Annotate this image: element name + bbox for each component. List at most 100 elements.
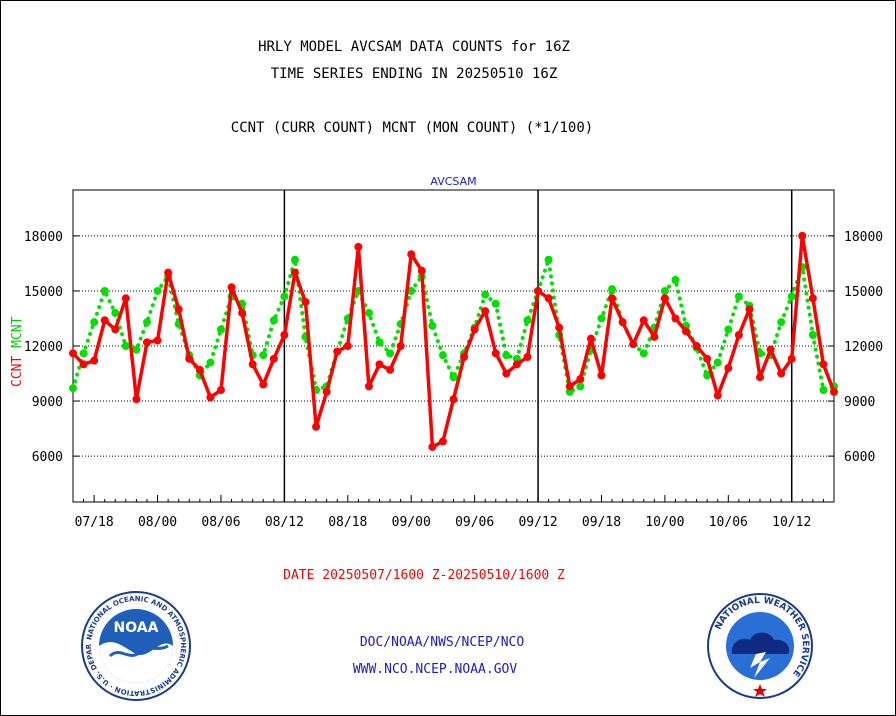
data-point-mcnt	[280, 292, 289, 301]
series-line-mcnt	[71, 257, 836, 394]
data-point-ccnt	[364, 382, 373, 391]
data-point-ccnt	[142, 338, 151, 347]
data-point-ccnt	[618, 318, 627, 327]
data-point-ccnt	[428, 442, 437, 451]
y-tick-label-right: 9000	[844, 395, 875, 410]
data-point-ccnt	[544, 294, 553, 303]
data-point-mcnt	[787, 292, 796, 301]
data-point-mcnt	[100, 286, 109, 295]
data-point-ccnt	[798, 231, 807, 240]
data-point-mcnt	[481, 290, 490, 299]
data-point-ccnt	[534, 286, 543, 295]
x-tick-label: 09/00	[392, 515, 431, 530]
data-point-ccnt	[69, 349, 77, 358]
data-point-mcnt	[523, 316, 532, 325]
data-point-ccnt	[185, 354, 194, 363]
data-point-ccnt	[703, 354, 712, 363]
org-line: DOC/NOAA/NWS/NCEP/NCO	[359, 635, 525, 650]
data-point-ccnt	[449, 395, 458, 404]
data-point-ccnt	[713, 391, 722, 400]
data-point-mcnt	[121, 342, 130, 350]
chart-subtitle: CCNT (CURR COUNT) MCNT (MON COUNT) (*1/1…	[230, 120, 594, 136]
data-point-ccnt	[629, 340, 638, 349]
data-point-mcnt	[206, 358, 215, 367]
data-point-ccnt	[808, 294, 817, 303]
data-point-ccnt	[174, 305, 183, 314]
data-point-ccnt	[216, 386, 225, 395]
data-point-mcnt	[132, 345, 141, 354]
data-point-mcnt	[438, 351, 447, 360]
y-tick-label-left: 9000	[32, 395, 63, 410]
data-point-mcnt	[216, 325, 225, 334]
website-line: WWW.NCO.NCEP.NOAA.GOV	[352, 662, 518, 677]
plot-area: AVCSAM	[72, 175, 835, 503]
data-point-ccnt	[206, 393, 215, 402]
y-axis-label-mcnt: MCNT	[10, 316, 25, 347]
date-range-label: DATE 20250507/1600 Z-20250510/1600 Z	[283, 568, 565, 583]
data-point-ccnt	[586, 334, 595, 343]
data-point-ccnt	[132, 395, 141, 404]
x-tick-label: 10/06	[709, 515, 748, 530]
data-point-ccnt	[660, 294, 669, 303]
data-point-ccnt	[375, 360, 384, 369]
data-point-mcnt	[565, 387, 574, 396]
chart-title-line-2: TIME SERIES ENDING IN 20250510 16Z	[270, 66, 558, 82]
data-point-mcnt	[90, 318, 99, 327]
data-point-ccnt	[280, 330, 289, 339]
data-point-ccnt	[523, 353, 532, 362]
data-point-ccnt	[576, 375, 585, 384]
data-point-ccnt	[407, 250, 416, 259]
data-point-ccnt	[153, 336, 162, 345]
data-point-mcnt	[79, 349, 88, 358]
data-point-mcnt	[512, 354, 521, 363]
y-tick-label-left: 6000	[32, 450, 63, 465]
data-point-ccnt	[671, 314, 680, 323]
data-point-ccnt	[565, 382, 574, 391]
data-point-ccnt	[343, 342, 352, 350]
data-point-mcnt	[111, 308, 120, 317]
data-point-mcnt	[777, 318, 786, 327]
data-point-mcnt	[407, 286, 416, 295]
data-point-mcnt	[608, 285, 617, 294]
data-point-ccnt	[238, 308, 247, 317]
svg-text:NOAA: NOAA	[114, 620, 159, 636]
x-tick-label: 10/12	[772, 515, 811, 530]
data-point-mcnt	[724, 325, 733, 334]
data-point-ccnt	[417, 266, 426, 275]
data-point-mcnt	[660, 286, 669, 295]
noaa-logo: NATIONAL OCEANIC AND ATMOSPHERIC ADMINIS…	[80, 590, 191, 701]
data-point-mcnt	[142, 318, 151, 327]
data-point-mcnt	[153, 286, 162, 295]
y-tick-label-right: 6000	[844, 450, 875, 465]
data-point-mcnt	[544, 255, 553, 264]
data-point-mcnt	[576, 382, 585, 391]
data-point-ccnt	[90, 356, 99, 365]
data-point-mcnt	[364, 308, 373, 317]
y-tick-label-left: 15000	[24, 285, 63, 300]
x-tick-label: 10/00	[645, 515, 684, 530]
y-axis-label-ccnt: CCNT	[10, 348, 25, 387]
data-point-ccnt	[756, 373, 765, 382]
y-tick-label-right: 12000	[844, 340, 883, 355]
data-point-mcnt	[597, 314, 606, 323]
series-layer	[69, 231, 838, 451]
data-point-ccnt	[354, 242, 363, 251]
data-point-mcnt	[386, 349, 395, 358]
data-point-ccnt	[322, 387, 331, 396]
data-point-ccnt	[111, 325, 120, 334]
x-tick-label: 09/06	[455, 515, 494, 530]
x-tick-label: 09/18	[582, 515, 621, 530]
data-point-ccnt	[227, 283, 236, 292]
data-point-ccnt	[692, 342, 701, 350]
data-point-ccnt	[608, 294, 617, 303]
data-point-ccnt	[259, 380, 268, 389]
data-point-mcnt	[290, 255, 299, 264]
series-line-ccnt	[71, 234, 836, 449]
data-point-mcnt	[639, 349, 648, 358]
data-point-mcnt	[69, 384, 77, 393]
data-point-ccnt	[682, 327, 691, 336]
data-point-ccnt	[248, 360, 257, 369]
x-tick-label: 08/00	[138, 515, 177, 530]
